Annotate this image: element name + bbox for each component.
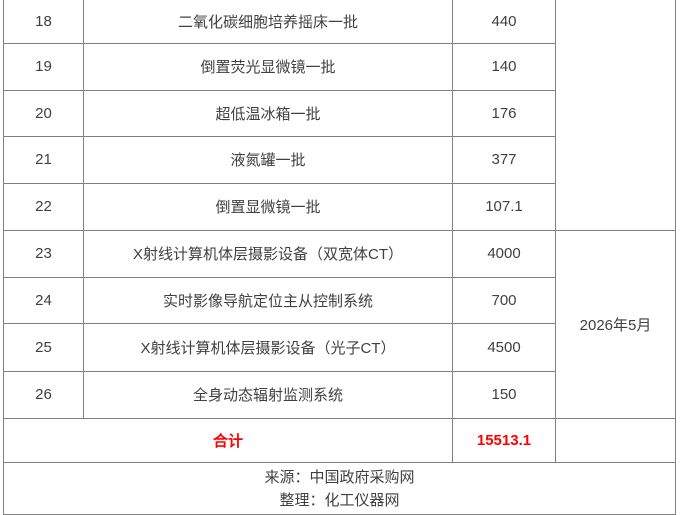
- table-row: 18 二氧化碳细胞培养摇床一批 440: [3, 0, 676, 231]
- row-no: 25: [3, 322, 84, 372]
- table-row: 19 倒置荧光显微镜一批 140: [3, 42, 676, 91]
- table-row: 20 超低温冰箱一批 176: [3, 89, 676, 137]
- amount: 440: [452, 0, 556, 44]
- item-name: X射线计算机体层摄影设备（双宽体CT）: [83, 229, 453, 278]
- total-row: 合计 15513.1: [3, 417, 676, 463]
- amount: 140: [452, 42, 556, 91]
- item-name: 倒置显微镜一批: [83, 182, 453, 231]
- row-no: 18: [3, 0, 84, 44]
- amount: 4500: [452, 322, 556, 372]
- procurement-summary-table: 18 二氧化碳细胞培养摇床一批 440 19 倒置荧光显微镜一批 140 20 …: [3, 0, 676, 515]
- table-row: 26 全身动态辐射监测系统 150: [3, 370, 676, 419]
- amount: 700: [452, 276, 556, 324]
- amount: 150: [452, 370, 556, 419]
- footer-cell: 来源：中国政府采购网 整理：化工仪器网: [3, 461, 676, 515]
- source-line: 来源：中国政府采购网: [264, 468, 415, 486]
- item-name: 液氮罐一批: [83, 135, 453, 184]
- amount: 107.1: [452, 182, 556, 231]
- row-no: 20: [3, 89, 84, 137]
- row-no: 24: [3, 276, 84, 324]
- row-no: 26: [3, 370, 84, 419]
- table-row: 23 X射线计算机体层摄影设备（双宽体CT） 4000 2026年5月: [3, 229, 676, 419]
- row-no: 23: [3, 229, 84, 278]
- amount: 4000: [452, 229, 556, 278]
- row-no: 22: [3, 182, 84, 231]
- item-name: X射线计算机体层摄影设备（光子CT）: [83, 322, 453, 372]
- item-name: 全身动态辐射监测系统: [83, 370, 453, 419]
- date-cell-rows-18-22: [555, 0, 676, 231]
- table-row: 21 液氮罐一批 377: [3, 135, 676, 184]
- footer-row: 来源：中国政府采购网 整理：化工仪器网: [3, 461, 676, 515]
- total-label: 合计: [3, 417, 453, 463]
- date-cell-rows-23-26: 2026年5月: [555, 229, 676, 419]
- amount: 377: [452, 135, 556, 184]
- total-value: 15513.1: [452, 417, 556, 463]
- item-name: 二氧化碳细胞培养摇床一批: [83, 0, 453, 44]
- item-name: 超低温冰箱一批: [83, 89, 453, 137]
- table-row: 24 实时影像导航定位主从控制系统 700: [3, 276, 676, 324]
- item-name: 实时影像导航定位主从控制系统: [83, 276, 453, 324]
- row-no: 21: [3, 135, 84, 184]
- table-row: 25 X射线计算机体层摄影设备（光子CT） 4500: [3, 322, 676, 372]
- item-name: 倒置荧光显微镜一批: [83, 42, 453, 91]
- amount: 176: [452, 89, 556, 137]
- row-no: 19: [3, 42, 84, 91]
- compiler-line: 整理：化工仪器网: [279, 491, 400, 509]
- table-row: 22 倒置显微镜一批 107.1: [3, 182, 676, 231]
- total-row-date-cell: [555, 417, 676, 463]
